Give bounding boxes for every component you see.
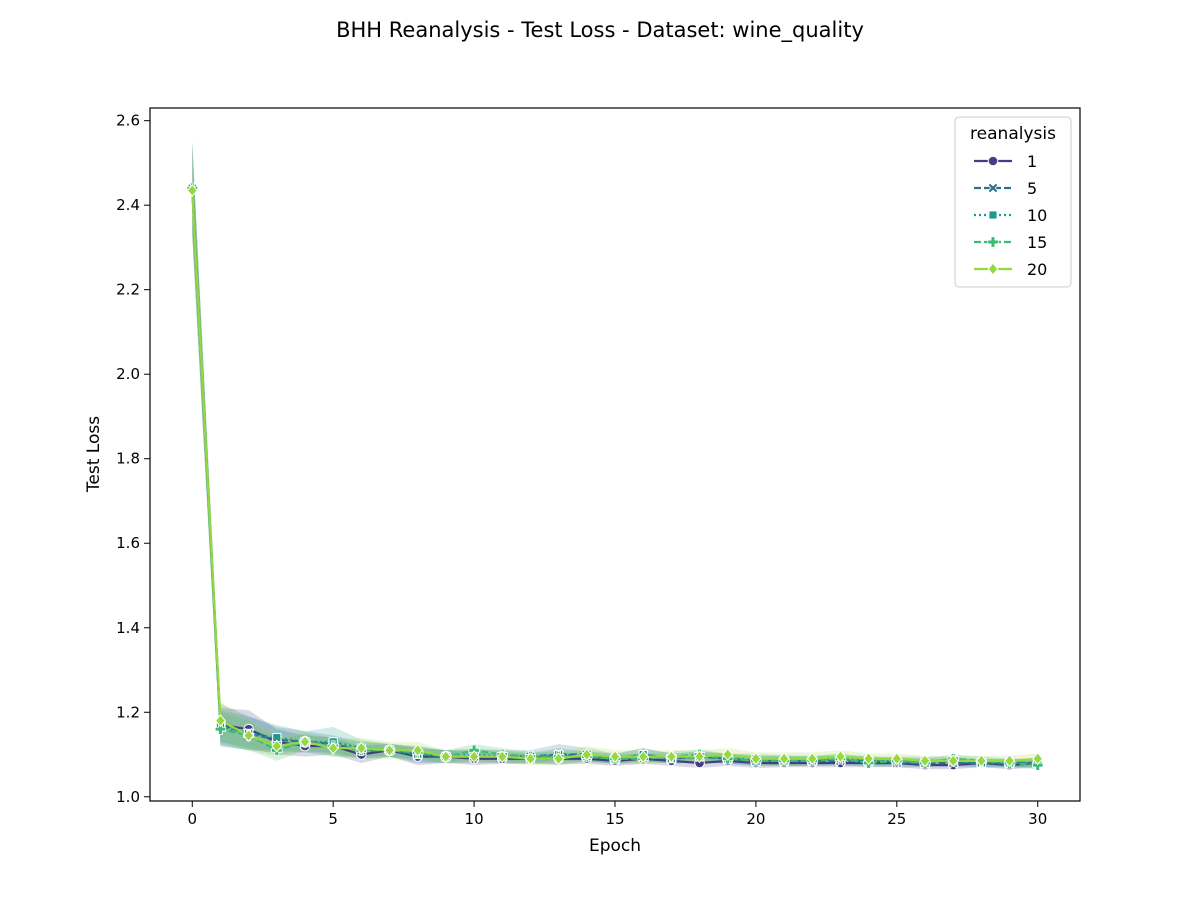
x-tick-label-20: 20 <box>746 810 765 828</box>
data-point-series-20-epoch-9 <box>440 750 452 764</box>
series-markers <box>186 182 1044 771</box>
y-tick-label-2.0: 2.0 <box>116 365 140 383</box>
x-axis-ticks: 0 5 10 15 20 25 30 <box>187 801 1047 828</box>
confidence-band-series-20 <box>192 143 1038 766</box>
y-tick-label-1.6: 1.6 <box>116 534 140 552</box>
legend-marker-10 <box>988 210 998 220</box>
legend-entry-15: 15 <box>974 233 1047 252</box>
data-point-series-20-epoch-22 <box>806 752 818 766</box>
data-point-series-20-epoch-24 <box>863 752 875 766</box>
data-point-series-20-epoch-20 <box>750 752 762 766</box>
data-point-series-20-epoch-29 <box>1004 754 1015 768</box>
data-point-series-20-epoch-19 <box>722 747 734 762</box>
legend-entry-1: 1 <box>974 152 1037 171</box>
x-axis-label: Epoch <box>589 836 641 856</box>
y-tick-label-1.8: 1.8 <box>116 450 140 468</box>
confidence-band-series-1 <box>192 141 1038 770</box>
data-point-series-20-epoch-12 <box>525 752 536 766</box>
data-point-series-20-epoch-27 <box>947 754 959 768</box>
data-point-series-20-epoch-8 <box>412 743 424 757</box>
data-point-series-20-epoch-23 <box>835 750 846 764</box>
data-point-series-20-epoch-28 <box>975 754 987 768</box>
data-point-series-20-epoch-25 <box>891 752 903 766</box>
legend-title: reanalysis <box>970 124 1056 144</box>
y-tick-label-2.6: 2.6 <box>116 112 140 130</box>
data-point-series-20-epoch-5 <box>327 741 339 755</box>
y-axis-label: Test Loss <box>84 416 104 493</box>
y-tick-label-2.4: 2.4 <box>116 196 140 214</box>
data-point-series-20-epoch-16 <box>637 750 649 764</box>
confidence-band-series-15 <box>192 141 1038 770</box>
data-point-series-20-epoch-11 <box>496 750 508 764</box>
series-line-5 <box>191 188 1038 765</box>
data-point-series-20-epoch-1 <box>215 714 226 728</box>
series-line-1 <box>191 188 1038 767</box>
y-tick-label-1.4: 1.4 <box>116 619 140 637</box>
plot-area-frame <box>149 107 1081 802</box>
confidence-band-series-5 <box>192 141 1038 768</box>
legend-entry-20: 20 <box>974 260 1047 279</box>
series-lines <box>191 188 1038 767</box>
y-tick-label-1.2: 1.2 <box>116 703 140 721</box>
data-point-series-15-epoch-1 <box>214 723 227 735</box>
legend-marker-1 <box>987 155 999 167</box>
y-tick-label-1.0: 1.0 <box>116 788 140 806</box>
data-point-series-20-epoch-13 <box>553 752 565 766</box>
legend-entry-10: 10 <box>974 206 1047 225</box>
data-point-series-20-epoch-4 <box>299 735 311 749</box>
data-point-series-20-epoch-21 <box>778 752 790 766</box>
data-point-series-20-epoch-10 <box>468 750 480 764</box>
confidence-band-series-10 <box>192 141 1038 768</box>
series-markers-15 <box>186 182 1044 771</box>
series-line-15 <box>191 188 1038 767</box>
data-point-series-20-epoch-3 <box>271 739 283 753</box>
data-point-series-20-epoch-7 <box>384 743 395 757</box>
data-point-series-20-epoch-0 <box>186 183 198 197</box>
x-tick-label-10: 10 <box>465 810 484 828</box>
legend-marker-5 <box>987 182 999 194</box>
x-tick-label-15: 15 <box>605 810 624 828</box>
data-point-series-20-epoch-15 <box>609 750 621 764</box>
x-tick-label-0: 0 <box>187 810 197 828</box>
series-markers-20 <box>186 183 1044 768</box>
x-tick-label-5: 5 <box>328 810 338 828</box>
y-axis-ticks: 1.0 1.2 1.4 1.6 1.8 2.0 2.2 2.4 2.6 <box>116 112 150 806</box>
legend-label-10: 10 <box>1027 206 1047 225</box>
x-tick-label-25: 25 <box>887 810 906 828</box>
data-point-series-20-epoch-17 <box>665 750 677 764</box>
data-point-series-20-epoch-30 <box>1032 752 1044 766</box>
legend-box <box>954 116 1072 288</box>
data-point-series-20-epoch-18 <box>694 750 705 764</box>
chart-title: BHH Reanalysis - Test Loss - Dataset: wi… <box>336 18 864 43</box>
legend-marker-20 <box>987 262 999 276</box>
series-markers-5 <box>186 182 1044 769</box>
legend-label-1: 1 <box>1027 152 1037 171</box>
legend-entry-5: 5 <box>974 179 1037 198</box>
series-markers-1 <box>186 182 1044 771</box>
x-tick-label-30: 30 <box>1028 810 1047 828</box>
confidence-bands <box>192 141 1038 770</box>
series-line-10 <box>191 188 1038 765</box>
legend-label-15: 15 <box>1027 233 1047 252</box>
y-tick-label-2.2: 2.2 <box>116 281 140 299</box>
data-point-series-20-epoch-14 <box>581 747 593 762</box>
data-point-series-20-epoch-26 <box>919 754 931 768</box>
series-markers-10 <box>187 183 1043 768</box>
legend-label-5: 5 <box>1027 179 1037 198</box>
data-point-series-20-epoch-2 <box>243 728 255 743</box>
series-line-20 <box>191 190 1038 762</box>
data-point-series-20-epoch-6 <box>355 741 367 755</box>
legend-marker-15 <box>987 236 999 248</box>
legend-label-20: 20 <box>1027 260 1047 279</box>
